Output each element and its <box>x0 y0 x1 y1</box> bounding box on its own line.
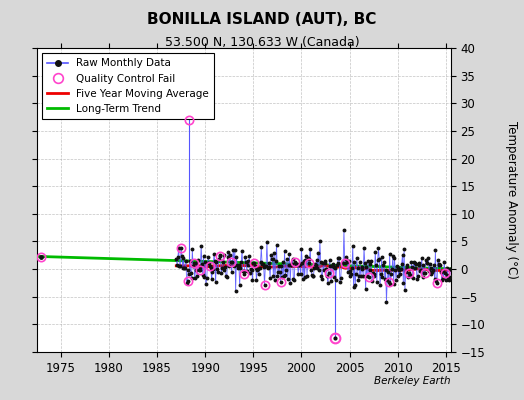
Text: 53.500 N, 130.633 W (Canada): 53.500 N, 130.633 W (Canada) <box>165 36 359 49</box>
Text: Berkeley Earth: Berkeley Earth <box>374 376 451 386</box>
Y-axis label: Temperature Anomaly (°C): Temperature Anomaly (°C) <box>505 121 518 279</box>
Legend: Raw Monthly Data, Quality Control Fail, Five Year Moving Average, Long-Term Tren: Raw Monthly Data, Quality Control Fail, … <box>42 53 214 119</box>
Text: BONILLA ISLAND (AUT), BC: BONILLA ISLAND (AUT), BC <box>147 12 377 27</box>
